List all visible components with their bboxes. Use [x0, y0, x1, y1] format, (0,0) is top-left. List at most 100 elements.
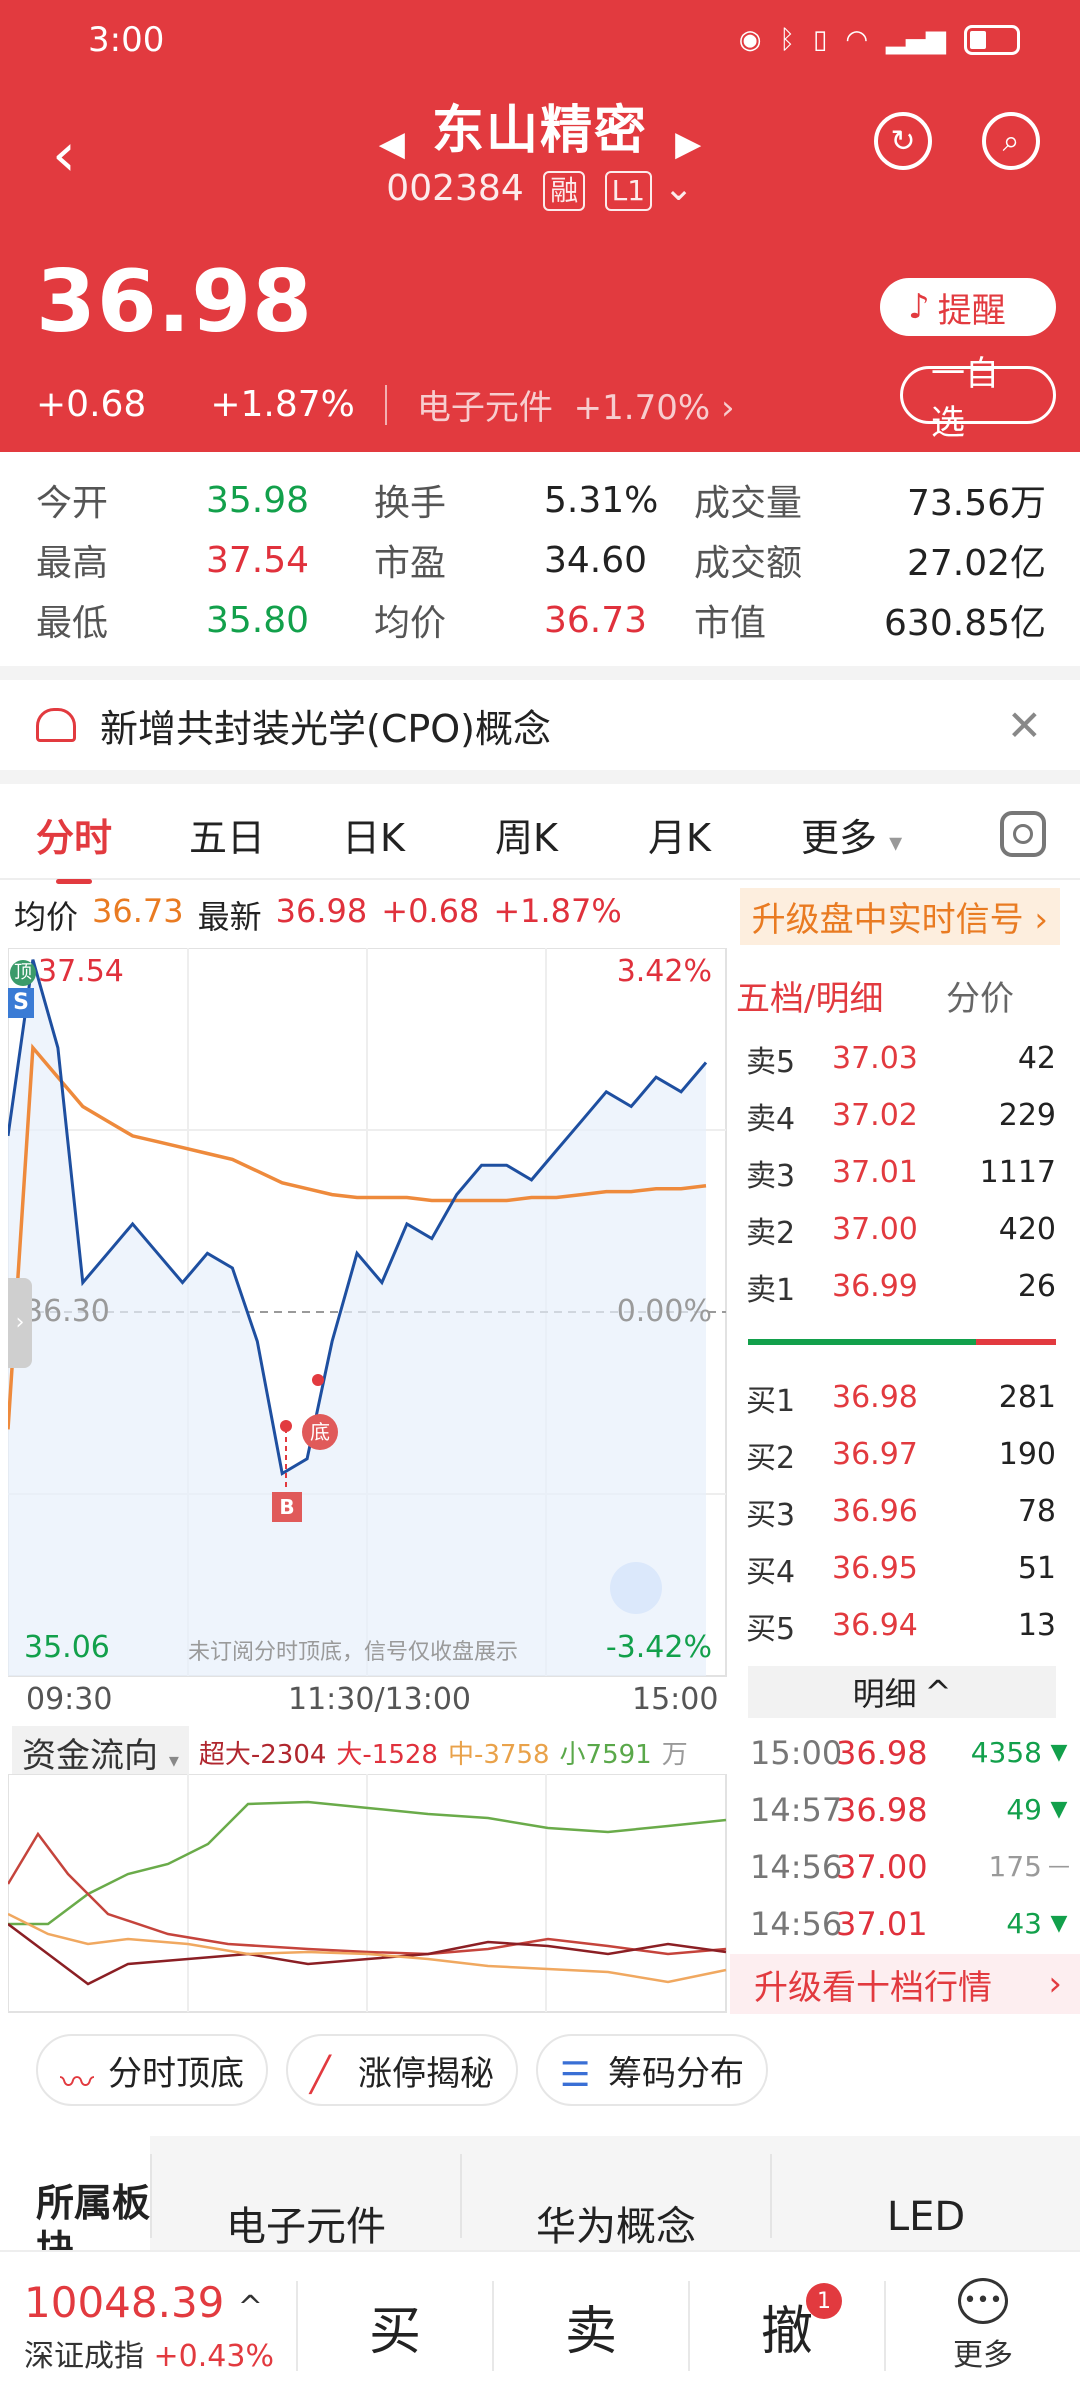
chart-info-line: 均价 36.73 最新 36.98 +0.68 +1.87%	[14, 892, 622, 938]
down-arrow-icon: ▼	[1050, 1797, 1068, 1822]
vibrate-icon: ▯	[813, 25, 828, 55]
chevron-down-icon[interactable]: ⌄	[663, 167, 694, 209]
detail-toggle-button[interactable]: 明细 ^	[748, 1666, 1056, 1718]
trade-price: 37.01	[836, 1904, 928, 1943]
stat-label: 市值	[694, 603, 767, 644]
flat-dash-icon: —	[1048, 1854, 1070, 1879]
tab-five-day[interactable]: 五日	[189, 815, 266, 860]
cancel-order-button[interactable]: 撤 1	[688, 2281, 884, 2371]
pct-mid-label: 0.00%	[616, 1294, 712, 1329]
close-icon[interactable]: ✕	[1006, 700, 1042, 750]
fullscreen-button[interactable]	[610, 1562, 662, 1614]
trade-time: 14:56	[750, 1904, 843, 1943]
tool-label: 涨停揭秘	[358, 2053, 494, 2094]
stats-grid: 今开 35.98 换手 5.31% 成交量 73.56万 最高 37.54 市盈…	[36, 470, 1046, 650]
expand-handle-icon[interactable]: ›	[8, 1278, 32, 1368]
sector-item[interactable]: LED	[770, 2154, 1080, 2240]
tool-chip-distribution[interactable]: ☰ 筹码分布	[536, 2034, 768, 2106]
stat-value: 35.98	[206, 479, 310, 521]
bars-icon: ☰	[560, 2055, 591, 2095]
time-start: 09:30	[26, 1682, 113, 1717]
stats-row: 今开 35.98 换手 5.31% 成交量 73.56万	[36, 470, 1046, 530]
signal-icon: ▂▄▆	[886, 25, 946, 55]
flow-super-line	[7, 1923, 727, 1986]
sector-item[interactable]: 电子元件	[150, 2154, 460, 2250]
back-icon[interactable]: ‹	[52, 120, 76, 190]
tab-five-level[interactable]: 五档/明细	[736, 978, 884, 1019]
tab-price-split[interactable]: 分价	[946, 978, 1014, 1019]
tab-monthly-k[interactable]: 月K	[648, 815, 711, 860]
avg-price-line	[8, 1043, 707, 1430]
divider	[0, 666, 1080, 680]
stat-label: 成交额	[694, 543, 803, 584]
stats-row: 最高 37.54 市盈 34.60 成交额 27.02亿	[36, 530, 1046, 590]
fund-flow-header: 资金流向 ▾ 超大-2304 大-1528 中-3758 小7591 万	[12, 1726, 688, 1779]
stat-label: 最高	[36, 543, 109, 584]
search-icon[interactable]: ⌕	[982, 112, 1040, 170]
remind-button[interactable]: ♪ 提醒	[880, 278, 1056, 336]
next-stock-icon[interactable]: ▶	[675, 123, 702, 164]
more-button[interactable]: ••• 更多	[884, 2278, 1080, 2373]
stats-row: 最低 35.80 均价 36.73 市值 630.85亿	[36, 590, 1046, 650]
level-volume: 229	[998, 1098, 1056, 1133]
sector-item[interactable]: 华为概念	[460, 2154, 770, 2250]
buy-levels: 买1 36.98 281 买2 36.97 190 买3 36.96 78 买4 36.95 5…	[736, 1369, 1076, 1654]
chevron-right-icon: ›	[1048, 1964, 1062, 2004]
buy-row: 买2 36.97 190	[736, 1426, 1076, 1483]
tab-weekly-k[interactable]: 周K	[495, 815, 558, 860]
trade-volume: 4358	[970, 1736, 1042, 1769]
flow-unit: 万	[661, 1740, 688, 1770]
level-price: 36.95	[832, 1551, 918, 1586]
avg-value: 36.73	[92, 892, 184, 930]
fund-flow-dropdown[interactable]: 资金流向 ▾	[12, 1726, 189, 1779]
tool-timing-top-bottom[interactable]: 〰分时顶底	[36, 2034, 268, 2106]
trade-row: 14:56 37.00 175—	[736, 1838, 1076, 1895]
fund-flow-svg	[6, 1773, 727, 2013]
trade-price: 37.00	[836, 1847, 928, 1886]
down-arrow-icon: ▼	[1050, 1740, 1068, 1765]
sell-button[interactable]: 卖	[492, 2281, 688, 2371]
down-arrow-icon: ▼	[1050, 1911, 1068, 1936]
stat-label: 今开	[36, 483, 109, 524]
current-price: 36.98	[36, 252, 314, 352]
status-bar: 3:00 ◉ ᛒ ▯ ◠ ▂▄▆	[88, 18, 1020, 62]
change-percent: +1.87%	[210, 384, 355, 425]
pct-low-label: -3.42%	[605, 1630, 712, 1665]
tool-label: 分时顶底	[108, 2053, 244, 2094]
trade-price: 36.98	[836, 1733, 928, 1772]
fund-flow-chart[interactable]	[6, 1773, 728, 2014]
tab-more[interactable]: 更多 ▾	[801, 807, 902, 862]
level-tag[interactable]: L1	[604, 170, 653, 211]
bottom-signal-dot	[312, 1374, 324, 1386]
news-banner[interactable]: 新增共封装光学(CPO)概念 ✕	[0, 680, 1080, 770]
refresh-icon[interactable]: ↻	[874, 112, 932, 170]
eye-icon: ◉	[738, 25, 762, 55]
buy-row: 买4 36.95 51	[736, 1540, 1076, 1597]
level-label: 买5	[746, 1611, 796, 1647]
stat-label: 换手	[374, 483, 447, 524]
stat-value: 36.73	[544, 599, 648, 641]
level-price: 36.96	[832, 1494, 918, 1529]
caret-down-icon: ▾	[889, 827, 903, 858]
settings-icon[interactable]	[1000, 811, 1046, 857]
flow-big: 大-1528	[336, 1740, 438, 1770]
status-icons: ◉ ᛒ ▯ ◠ ▂▄▆	[739, 25, 1020, 55]
sector-percent: +1.70%	[573, 388, 711, 428]
index-ticker[interactable]: 10048.39 ^ 深证成指 +0.43%	[0, 2278, 296, 2375]
upgrade-ten-level-button[interactable]: 升级看十档行情 ›	[730, 1954, 1080, 2014]
intraday-chart[interactable]: 37.54 3.42% 36.30 0.00% 35.06 -3.42% 未订阅…	[8, 948, 728, 1678]
prev-stock-icon[interactable]: ◀	[378, 123, 405, 164]
level-label: 买3	[746, 1497, 796, 1533]
remind-label: 提醒	[937, 290, 1006, 331]
buy-row: 买5 36.94 13	[736, 1597, 1076, 1654]
upgrade-signal-button[interactable]: 升级盘中实时信号 ›	[739, 888, 1060, 945]
level-price: 36.99	[832, 1269, 918, 1304]
sell-levels: 卖5 37.03 42 卖4 37.02 229 卖3 37.01 1117 卖2 37.00…	[736, 1030, 1076, 1315]
buy-button[interactable]: 买	[296, 2281, 492, 2371]
tab-intraday[interactable]: 分时	[0, 807, 153, 884]
flow-small: 小7591	[559, 1740, 652, 1770]
sector-link[interactable]: 电子元件 +1.70% ›	[417, 380, 735, 429]
watchlist-button[interactable]: 一自选	[900, 354, 1056, 443]
tab-daily-k[interactable]: 日K	[342, 815, 405, 860]
tool-limit-up-reveal[interactable]: ╱ 涨停揭秘	[286, 2034, 518, 2106]
